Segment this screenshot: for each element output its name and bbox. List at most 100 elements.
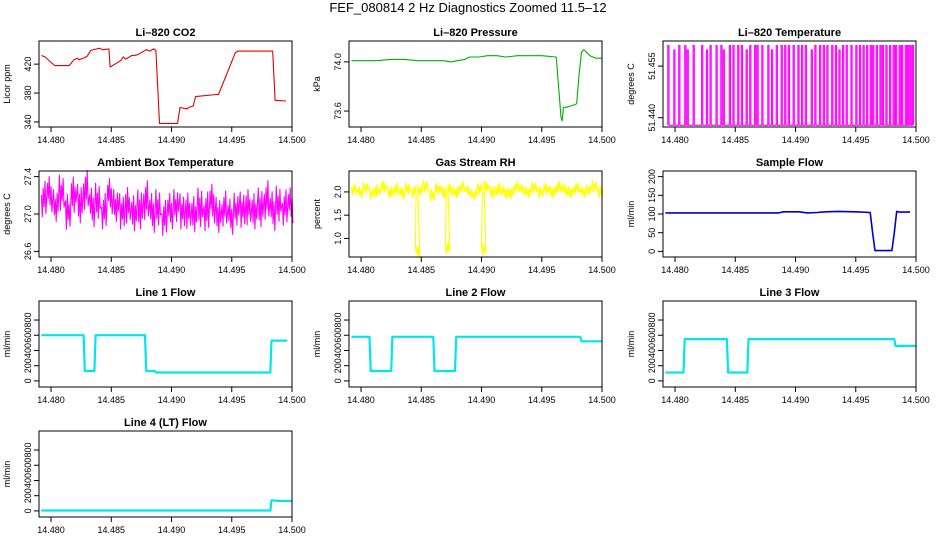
x-tick-label: 14.500 [278,135,306,145]
y-tick-label: 800 [647,313,657,328]
panel-4: Ambient Box Temperature 14.480 14.485 14.49… [2,157,306,275]
x-tick-label: 14.495 [842,395,870,405]
y-axis-label: degrees C [2,193,12,235]
panel-title: Li–820 Temperature [738,27,841,39]
y-tick-label: 0 [647,378,657,383]
panel-9: Line 3 Flow 14.480 14.485 14.490 14.495 14.50… [626,287,930,405]
x-tick-label: 14.495 [528,135,556,145]
plot-frame [348,170,603,258]
y-tick-label: 800 [333,313,343,328]
figure-title: FEF_080814 2 Hz Diagnostics Zoomed 11.5–… [329,0,607,15]
y-axis-label: degrees C [626,63,636,105]
x-tick-label: 14.495 [528,265,556,275]
x-tick-label: 14.490 [158,135,186,145]
y-axis-label: ml/min [2,461,12,488]
x-tick-label: 14.500 [902,395,930,405]
panel-title: Li–820 Pressure [433,27,517,39]
x-tick-label: 14.485 [98,265,126,275]
y-axis-label: ml/min [626,201,636,228]
y-tick-label: 51.455 [647,52,657,80]
x-tick-label: 14.480 [661,135,689,145]
x-tick-label: 14.490 [468,265,496,275]
y-axis-label: ml/min [626,331,636,358]
y-tick-label: 400 [333,343,343,358]
x-tick-label: 14.490 [468,135,496,145]
x-tick-label: 14.495 [842,265,870,275]
x-tick-label: 14.490 [158,265,186,275]
panel-7: Line 1 Flow 14.480 14.485 14.490 14.495 14.50… [2,287,306,405]
plot-frame [38,430,293,518]
x-tick-label: 14.495 [218,135,246,145]
y-tick-label: 600 [23,458,33,473]
x-tick-label: 14.495 [218,395,246,405]
x-tick-label: 14.500 [588,265,616,275]
y-tick-label: 1.0 [333,232,343,245]
y-tick-label: 26.6 [23,243,33,261]
panel-3: Li–820 Temperature 14.480 14.485 14.490 14.4… [626,27,930,145]
y-tick-label: 800 [23,313,33,328]
x-tick-label: 14.480 [347,135,375,145]
x-tick-label: 14.480 [37,265,65,275]
y-tick-label: 51.440 [647,104,657,132]
x-tick-label: 14.495 [842,135,870,145]
y-tick-label: 200 [647,358,657,373]
y-tick-label: 100 [647,206,657,221]
x-tick-label: 14.485 [98,525,126,535]
y-tick-label: 200 [23,358,33,373]
x-tick-label: 14.485 [722,395,750,405]
panel-6: Sample Flow 14.480 14.485 14.490 14.495 14.50… [626,157,930,275]
x-tick-label: 14.500 [278,265,306,275]
y-tick-label: 200 [647,169,657,184]
x-tick-label: 14.490 [782,265,810,275]
plot-frame [662,40,917,128]
x-tick-label: 14.480 [37,395,65,405]
y-tick-label: 200 [23,488,33,503]
x-tick-label: 14.480 [37,135,65,145]
x-tick-label: 14.490 [158,395,186,405]
x-tick-label: 14.485 [722,135,750,145]
panel-title: Line 2 Flow [446,287,506,299]
panel-5: Gas Stream RH 14.480 14.485 14.490 14.495 14.… [312,157,616,275]
y-tick-label: 73.6 [333,102,343,120]
y-tick-label: 27.0 [23,205,33,223]
y-tick-label: 2.0 [333,186,343,199]
series-line [41,47,287,124]
x-tick-label: 14.500 [902,135,930,145]
x-tick-label: 14.500 [902,265,930,275]
series-line [351,49,602,122]
y-axis-label: ml/min [312,331,322,358]
x-tick-label: 14.480 [661,265,689,275]
x-tick-label: 14.485 [722,265,750,275]
y-tick-label: 340 [23,114,33,129]
y-tick-label: 0 [647,249,657,254]
y-axis-label: Licor ppm [2,64,12,104]
x-tick-label: 14.500 [588,395,616,405]
y-tick-label: 0 [23,508,33,513]
y-tick-label: 0 [23,378,33,383]
panel-2: Li–820 Pressure 14.480 14.485 14.490 14.495 1… [312,27,616,145]
x-tick-label: 14.485 [98,135,126,145]
y-tick-label: 50 [647,228,657,238]
x-tick-label: 14.490 [158,525,186,535]
panel-title: Sample Flow [756,157,824,169]
x-tick-label: 14.495 [218,265,246,275]
y-tick-label: 800 [23,443,33,458]
x-tick-label: 14.480 [37,525,65,535]
x-tick-label: 14.485 [408,265,436,275]
panel-title: Ambient Box Temperature [97,157,234,169]
x-tick-label: 14.495 [218,525,246,535]
y-tick-label: 420 [23,57,33,72]
x-tick-label: 14.485 [408,395,436,405]
y-tick-label: 27.4 [23,168,33,186]
x-tick-label: 14.490 [782,135,810,145]
x-tick-label: 14.490 [782,395,810,405]
panel-title: Line 3 Flow [760,287,820,299]
y-tick-label: 0 [333,378,343,383]
y-axis-label: kPa [312,76,322,92]
panel-10: Line 4 (LT) Flow 14.480 14.485 14.490 14.495… [2,417,306,535]
x-tick-label: 14.480 [347,265,375,275]
y-tick-label: 400 [23,343,33,358]
panel-8: Line 2 Flow 14.480 14.485 14.490 14.495 14.50… [312,287,616,405]
series-line [41,334,288,374]
x-tick-label: 14.500 [588,135,616,145]
